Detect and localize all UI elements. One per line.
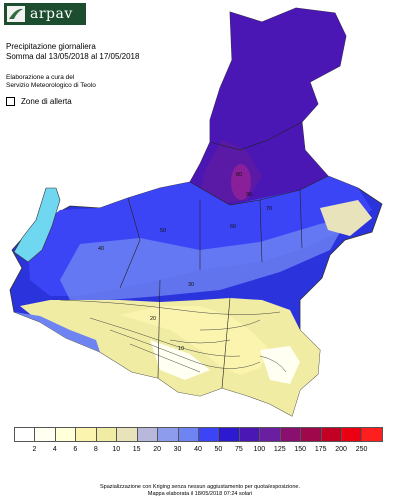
scale-tick-label: 30	[173, 446, 182, 453]
arpav-emblem-icon	[6, 5, 26, 23]
southwest-strip	[14, 312, 100, 352]
scale-color-cell	[259, 427, 281, 442]
scale-color-cell	[75, 427, 97, 442]
scale-color-cell	[341, 427, 363, 442]
scale-tick-label: 175	[314, 446, 327, 453]
logo-text: arpav	[30, 6, 73, 22]
precipitation-color-scale	[14, 427, 383, 442]
scale-tick-label: 2	[32, 446, 37, 453]
scale-tick-label: 10	[112, 446, 121, 453]
lake-garda	[13, 187, 61, 263]
scale-color-cell	[54, 427, 77, 442]
plains-very-low-zone	[120, 306, 270, 375]
footer-method-note: Spazializzazione con Kriging senza nessu…	[100, 484, 300, 490]
footer-timestamp: Mappa elaborata il 18/05/2018 07:24 sola…	[147, 491, 253, 497]
scale-color-cell	[116, 427, 138, 442]
scale-tick-label: 8	[93, 446, 98, 453]
scale-tick-label: 20	[153, 446, 162, 453]
scale-tick-label: 50	[214, 446, 223, 453]
arpav-logo: arpav	[4, 3, 86, 25]
title-line-1: Precipitazione giornaliera	[6, 42, 96, 51]
scale-color-cell	[238, 427, 261, 442]
scale-tick-label: 125	[273, 446, 286, 453]
northeast-light-zone	[320, 200, 372, 236]
alert-zone-label: Zone di allerta	[21, 97, 72, 106]
scale-color-cell	[279, 427, 302, 442]
contour-label: 40	[98, 246, 104, 252]
scale-color-cell	[177, 427, 199, 442]
contour-label: 60	[230, 224, 236, 230]
scale-color-cell	[14, 427, 36, 442]
map-title: Precipitazione giornaliera Somma dal 13/…	[6, 42, 139, 62]
scale-tick-label: 100	[253, 446, 266, 453]
contour-label: 80	[236, 172, 242, 178]
precipitation-scale-ticks: 2 4 6 8 10 15 20 30 40 50 75 100 125 150 175 200 250	[14, 446, 382, 458]
peak-purple-zone	[231, 164, 251, 200]
scale-tick-label: 15	[132, 446, 141, 453]
scale-tick-label: 150	[294, 446, 307, 453]
contour-label: 50	[160, 228, 166, 234]
contour-lines	[59, 299, 287, 373]
scale-tick-label: 250	[355, 446, 368, 453]
scale-color-cell	[361, 427, 383, 442]
contour-label: 20	[150, 316, 156, 322]
alert-zone-swatch	[6, 97, 15, 106]
scale-tick-label: 200	[335, 446, 347, 453]
contour-label: 70	[266, 206, 272, 212]
processing-line-1: Elaborazione a cura del	[6, 74, 75, 81]
contour-label: 10	[178, 346, 184, 352]
alert-zone-borders	[119, 121, 329, 389]
scale-color-cell	[197, 427, 220, 442]
processing-credit: Elaborazione a cura del Servizio Meteoro…	[6, 74, 96, 90]
title-line-2: Somma dal 13/05/2018 al 17/05/2018	[6, 52, 140, 61]
scale-tick-label: 40	[194, 446, 202, 453]
scale-color-cell	[218, 427, 240, 442]
precipitation-map: 40 50 60 70 80 90 30 20 10	[9, 7, 383, 417]
prealps-light-band	[60, 218, 348, 300]
processing-line-2: Servizio Meteorologico di Teolo	[6, 82, 96, 89]
scale-tick-label: 75	[234, 446, 243, 453]
scale-color-cell	[157, 427, 179, 442]
scale-color-cell	[136, 427, 159, 442]
scale-color-cell	[300, 427, 322, 442]
contour-label: 90	[246, 192, 252, 198]
scale-color-cell	[95, 427, 118, 442]
contour-label: 30	[188, 282, 194, 288]
alert-zone-legend: Zone di allerta	[6, 97, 72, 106]
scale-color-cell	[34, 427, 56, 442]
scale-tick-label: 4	[52, 446, 57, 453]
map-footer: Spazializzazione con Kriging senza nessu…	[0, 484, 400, 498]
scale-tick-label: 6	[73, 446, 78, 453]
scale-color-cell	[320, 427, 342, 442]
